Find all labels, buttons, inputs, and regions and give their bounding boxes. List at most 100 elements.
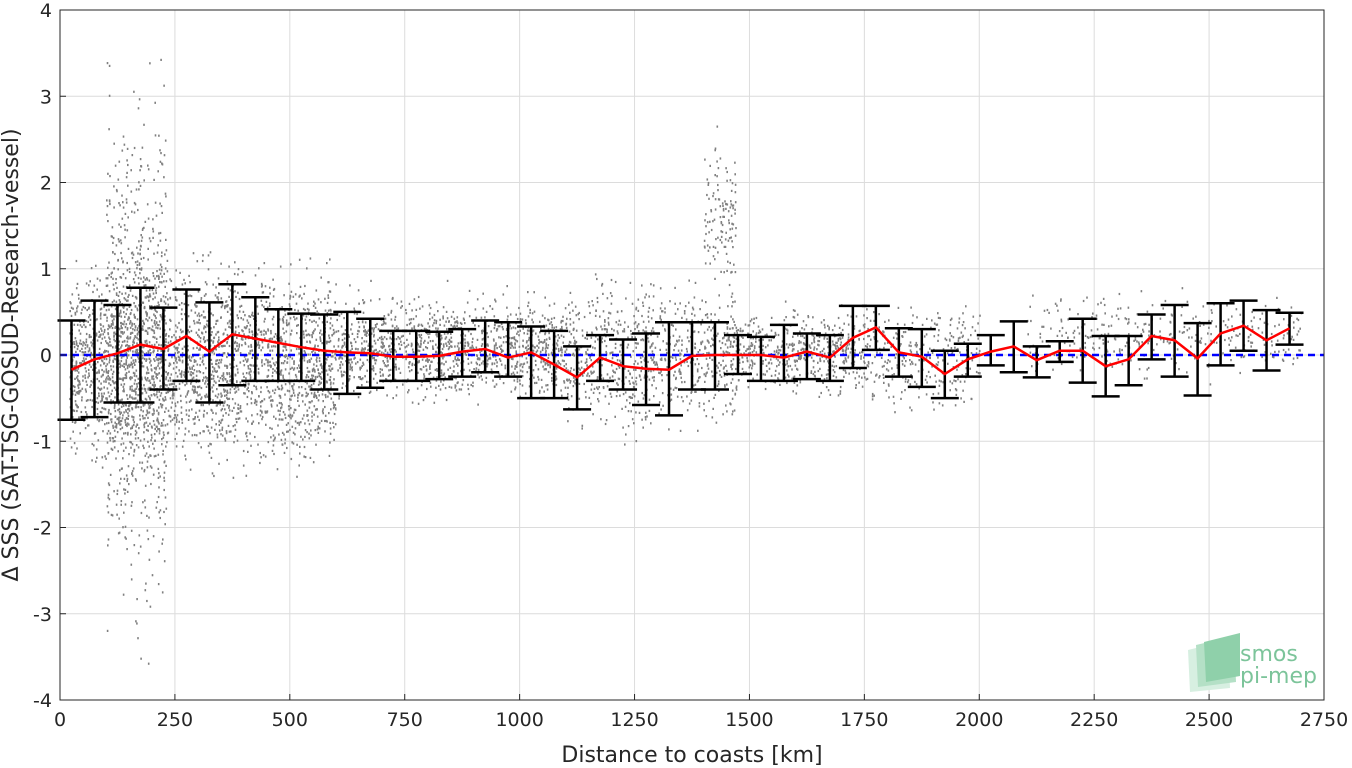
scatter-point	[152, 274, 155, 278]
scatter-point	[126, 327, 129, 330]
scatter-point	[217, 393, 220, 396]
scatter-point	[71, 293, 74, 296]
scatter-point	[237, 349, 239, 352]
scatter-point	[294, 373, 297, 377]
scatter-point	[275, 417, 277, 420]
scatter-point	[321, 410, 324, 413]
scatter-point	[201, 360, 204, 364]
scatter-point	[196, 346, 198, 349]
scatter-point	[642, 426, 644, 429]
scatter-point	[158, 390, 160, 393]
scatter-point	[708, 399, 710, 403]
scatter-point	[332, 355, 334, 358]
scatter-point	[116, 489, 119, 492]
scatter-point	[455, 377, 457, 380]
scatter-point	[420, 333, 423, 337]
scatter-point	[123, 224, 126, 227]
scatter-point	[135, 188, 138, 191]
scatter-point	[123, 143, 126, 146]
scatter-point	[502, 328, 504, 331]
scatter-point	[405, 350, 407, 353]
scatter-point	[510, 341, 512, 344]
scatter-point	[220, 433, 222, 436]
scatter-point	[248, 352, 250, 355]
scatter-point	[130, 331, 132, 335]
scatter-point	[462, 317, 465, 320]
scatter-point	[470, 332, 472, 336]
scatter-point	[121, 217, 124, 220]
scatter-point	[384, 322, 387, 325]
scatter-point	[165, 280, 168, 283]
scatter-point	[269, 426, 271, 430]
scatter-point	[221, 374, 223, 378]
scatter-point	[108, 64, 111, 67]
scatter-point	[528, 336, 530, 339]
scatter-point	[248, 331, 251, 334]
scatter-point	[551, 376, 553, 380]
scatter-point	[247, 345, 250, 348]
scatter-point	[603, 324, 606, 327]
scatter-point	[235, 390, 238, 393]
scatter-point	[549, 366, 551, 369]
scatter-point	[335, 283, 337, 286]
scatter-point	[144, 278, 147, 281]
scatter-point	[534, 381, 536, 385]
scatter-point	[121, 327, 123, 330]
scatter-point	[723, 332, 726, 335]
scatter-point	[373, 359, 376, 362]
scatter-point	[200, 396, 203, 399]
scatter-point	[158, 285, 160, 288]
scatter-point	[331, 324, 334, 327]
scatter-point	[149, 406, 151, 409]
scatter-point	[134, 335, 137, 338]
scatter-point	[198, 348, 200, 351]
scatter-point	[477, 373, 479, 376]
scatter-point	[555, 326, 558, 329]
scatter-point	[445, 320, 447, 323]
scatter-point	[108, 376, 111, 379]
scatter-point	[118, 421, 121, 424]
scatter-point	[321, 371, 323, 374]
scatter-point	[505, 335, 507, 338]
scatter-point	[487, 357, 490, 360]
scatter-point	[165, 340, 167, 343]
scatter-point	[285, 348, 288, 352]
scatter-point	[288, 390, 291, 393]
scatter-point	[537, 378, 540, 381]
scatter-point	[417, 402, 420, 405]
scatter-point	[134, 261, 137, 264]
scatter-point	[112, 323, 114, 326]
scatter-point	[544, 351, 547, 354]
scatter-point	[142, 403, 145, 406]
scatter-point	[478, 357, 481, 360]
scatter-point	[148, 411, 151, 414]
scatter-point	[118, 299, 121, 302]
scatter-point	[84, 343, 87, 346]
scatter-point	[560, 354, 562, 357]
scatter-point	[486, 332, 488, 335]
scatter-point	[140, 239, 143, 242]
scatter-point	[144, 499, 146, 502]
scatter-point	[174, 402, 177, 405]
scatter-point	[228, 344, 231, 348]
scatter-point	[542, 360, 545, 363]
scatter-point	[246, 439, 249, 442]
scatter-point	[125, 176, 128, 179]
scatter-point	[498, 345, 501, 348]
scatter-point	[240, 410, 243, 413]
scatter-point	[116, 286, 118, 289]
scatter-point	[131, 426, 133, 430]
scatter-point	[685, 347, 688, 351]
scatter-point	[359, 358, 362, 361]
scatter-point	[357, 289, 360, 292]
scatter-point	[234, 340, 237, 343]
scatter-point	[213, 326, 215, 329]
scatter-point	[638, 411, 641, 414]
scatter-point	[669, 300, 671, 303]
scatter-point	[429, 381, 432, 384]
scatter-point	[133, 316, 136, 319]
scatter-point	[172, 386, 175, 389]
scatter-point	[156, 417, 159, 420]
scatter-point	[733, 340, 735, 344]
scatter-point	[317, 324, 319, 327]
